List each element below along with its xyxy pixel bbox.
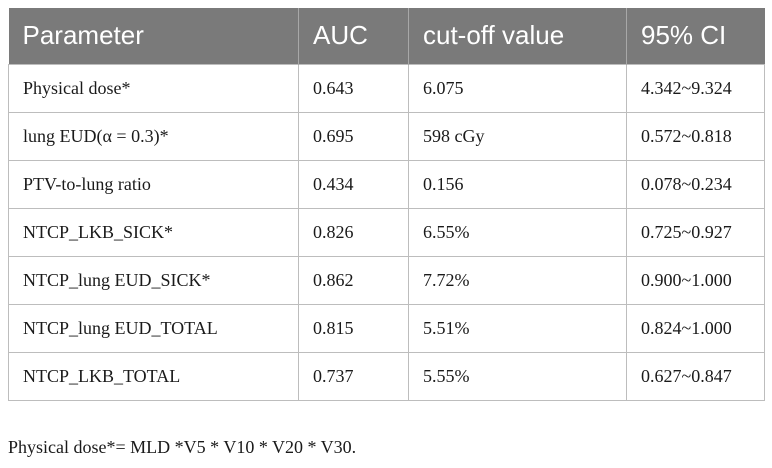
cell-cutoff: 7.72% <box>408 255 627 305</box>
cell-parameter: NTCP_lung EUD_SICK* <box>8 255 299 305</box>
cell-cutoff: 6.075 <box>408 63 627 113</box>
cell-cutoff: 0.156 <box>408 159 627 209</box>
cell-parameter: NTCP_LKB_TOTAL <box>8 351 299 401</box>
table-row: Physical dose* 0.643 6.075 4.342~9.324 <box>8 63 765 113</box>
table-row: NTCP_LKB_TOTAL 0.737 5.55% 0.627~0.847 <box>8 351 765 401</box>
table-body: Physical dose* 0.643 6.075 4.342~9.324 l… <box>8 63 765 401</box>
cell-cutoff: 6.55% <box>408 207 627 257</box>
cell-auc: 0.815 <box>298 303 409 353</box>
header-row: Parameter AUC cut-off value 95% CI <box>8 8 765 64</box>
cell-parameter: NTCP_LKB_SICK* <box>8 207 299 257</box>
header-parameter: Parameter <box>8 8 299 64</box>
cell-cutoff: 5.55% <box>408 351 627 401</box>
cell-ci: 0.627~0.847 <box>626 351 765 401</box>
cell-parameter: lung EUD(α = 0.3)* <box>8 111 299 161</box>
cell-cutoff: 598 cGy <box>408 111 627 161</box>
cell-auc: 0.862 <box>298 255 409 305</box>
table-header: Parameter AUC cut-off value 95% CI <box>8 8 765 64</box>
cell-auc: 0.826 <box>298 207 409 257</box>
cell-ci: 4.342~9.324 <box>626 63 765 113</box>
cell-auc: 0.737 <box>298 351 409 401</box>
cell-parameter: NTCP_lung EUD_TOTAL <box>8 303 299 353</box>
table-row: lung EUD(α = 0.3)* 0.695 598 cGy 0.572~0… <box>8 111 765 161</box>
cell-ci: 0.078~0.234 <box>626 159 765 209</box>
header-95-ci: 95% CI <box>626 8 765 64</box>
header-auc: AUC <box>298 8 409 64</box>
cell-auc: 0.695 <box>298 111 409 161</box>
cell-cutoff: 5.51% <box>408 303 627 353</box>
cell-ci: 0.900~1.000 <box>626 255 765 305</box>
cell-ci: 0.725~0.927 <box>626 207 765 257</box>
cell-parameter: PTV-to-lung ratio <box>8 159 299 209</box>
cell-auc: 0.643 <box>298 63 409 113</box>
cell-auc: 0.434 <box>298 159 409 209</box>
results-table-container: Parameter AUC cut-off value 95% CI Physi… <box>8 8 765 401</box>
table-footnote: Physical dose*= MLD *V5 * V10 * V20 * V3… <box>8 437 357 457</box>
table-row: NTCP_LKB_SICK* 0.826 6.55% 0.725~0.927 <box>8 207 765 257</box>
table-row: NTCP_lung EUD_TOTAL 0.815 5.51% 0.824~1.… <box>8 303 765 353</box>
cell-ci: 0.572~0.818 <box>626 111 765 161</box>
results-table: Parameter AUC cut-off value 95% CI Physi… <box>8 8 765 401</box>
table-row: NTCP_lung EUD_SICK* 0.862 7.72% 0.900~1.… <box>8 255 765 305</box>
header-cutoff-value: cut-off value <box>408 8 627 64</box>
cell-ci: 0.824~1.000 <box>626 303 765 353</box>
cell-parameter: Physical dose* <box>8 63 299 113</box>
table-row: PTV-to-lung ratio 0.434 0.156 0.078~0.23… <box>8 159 765 209</box>
